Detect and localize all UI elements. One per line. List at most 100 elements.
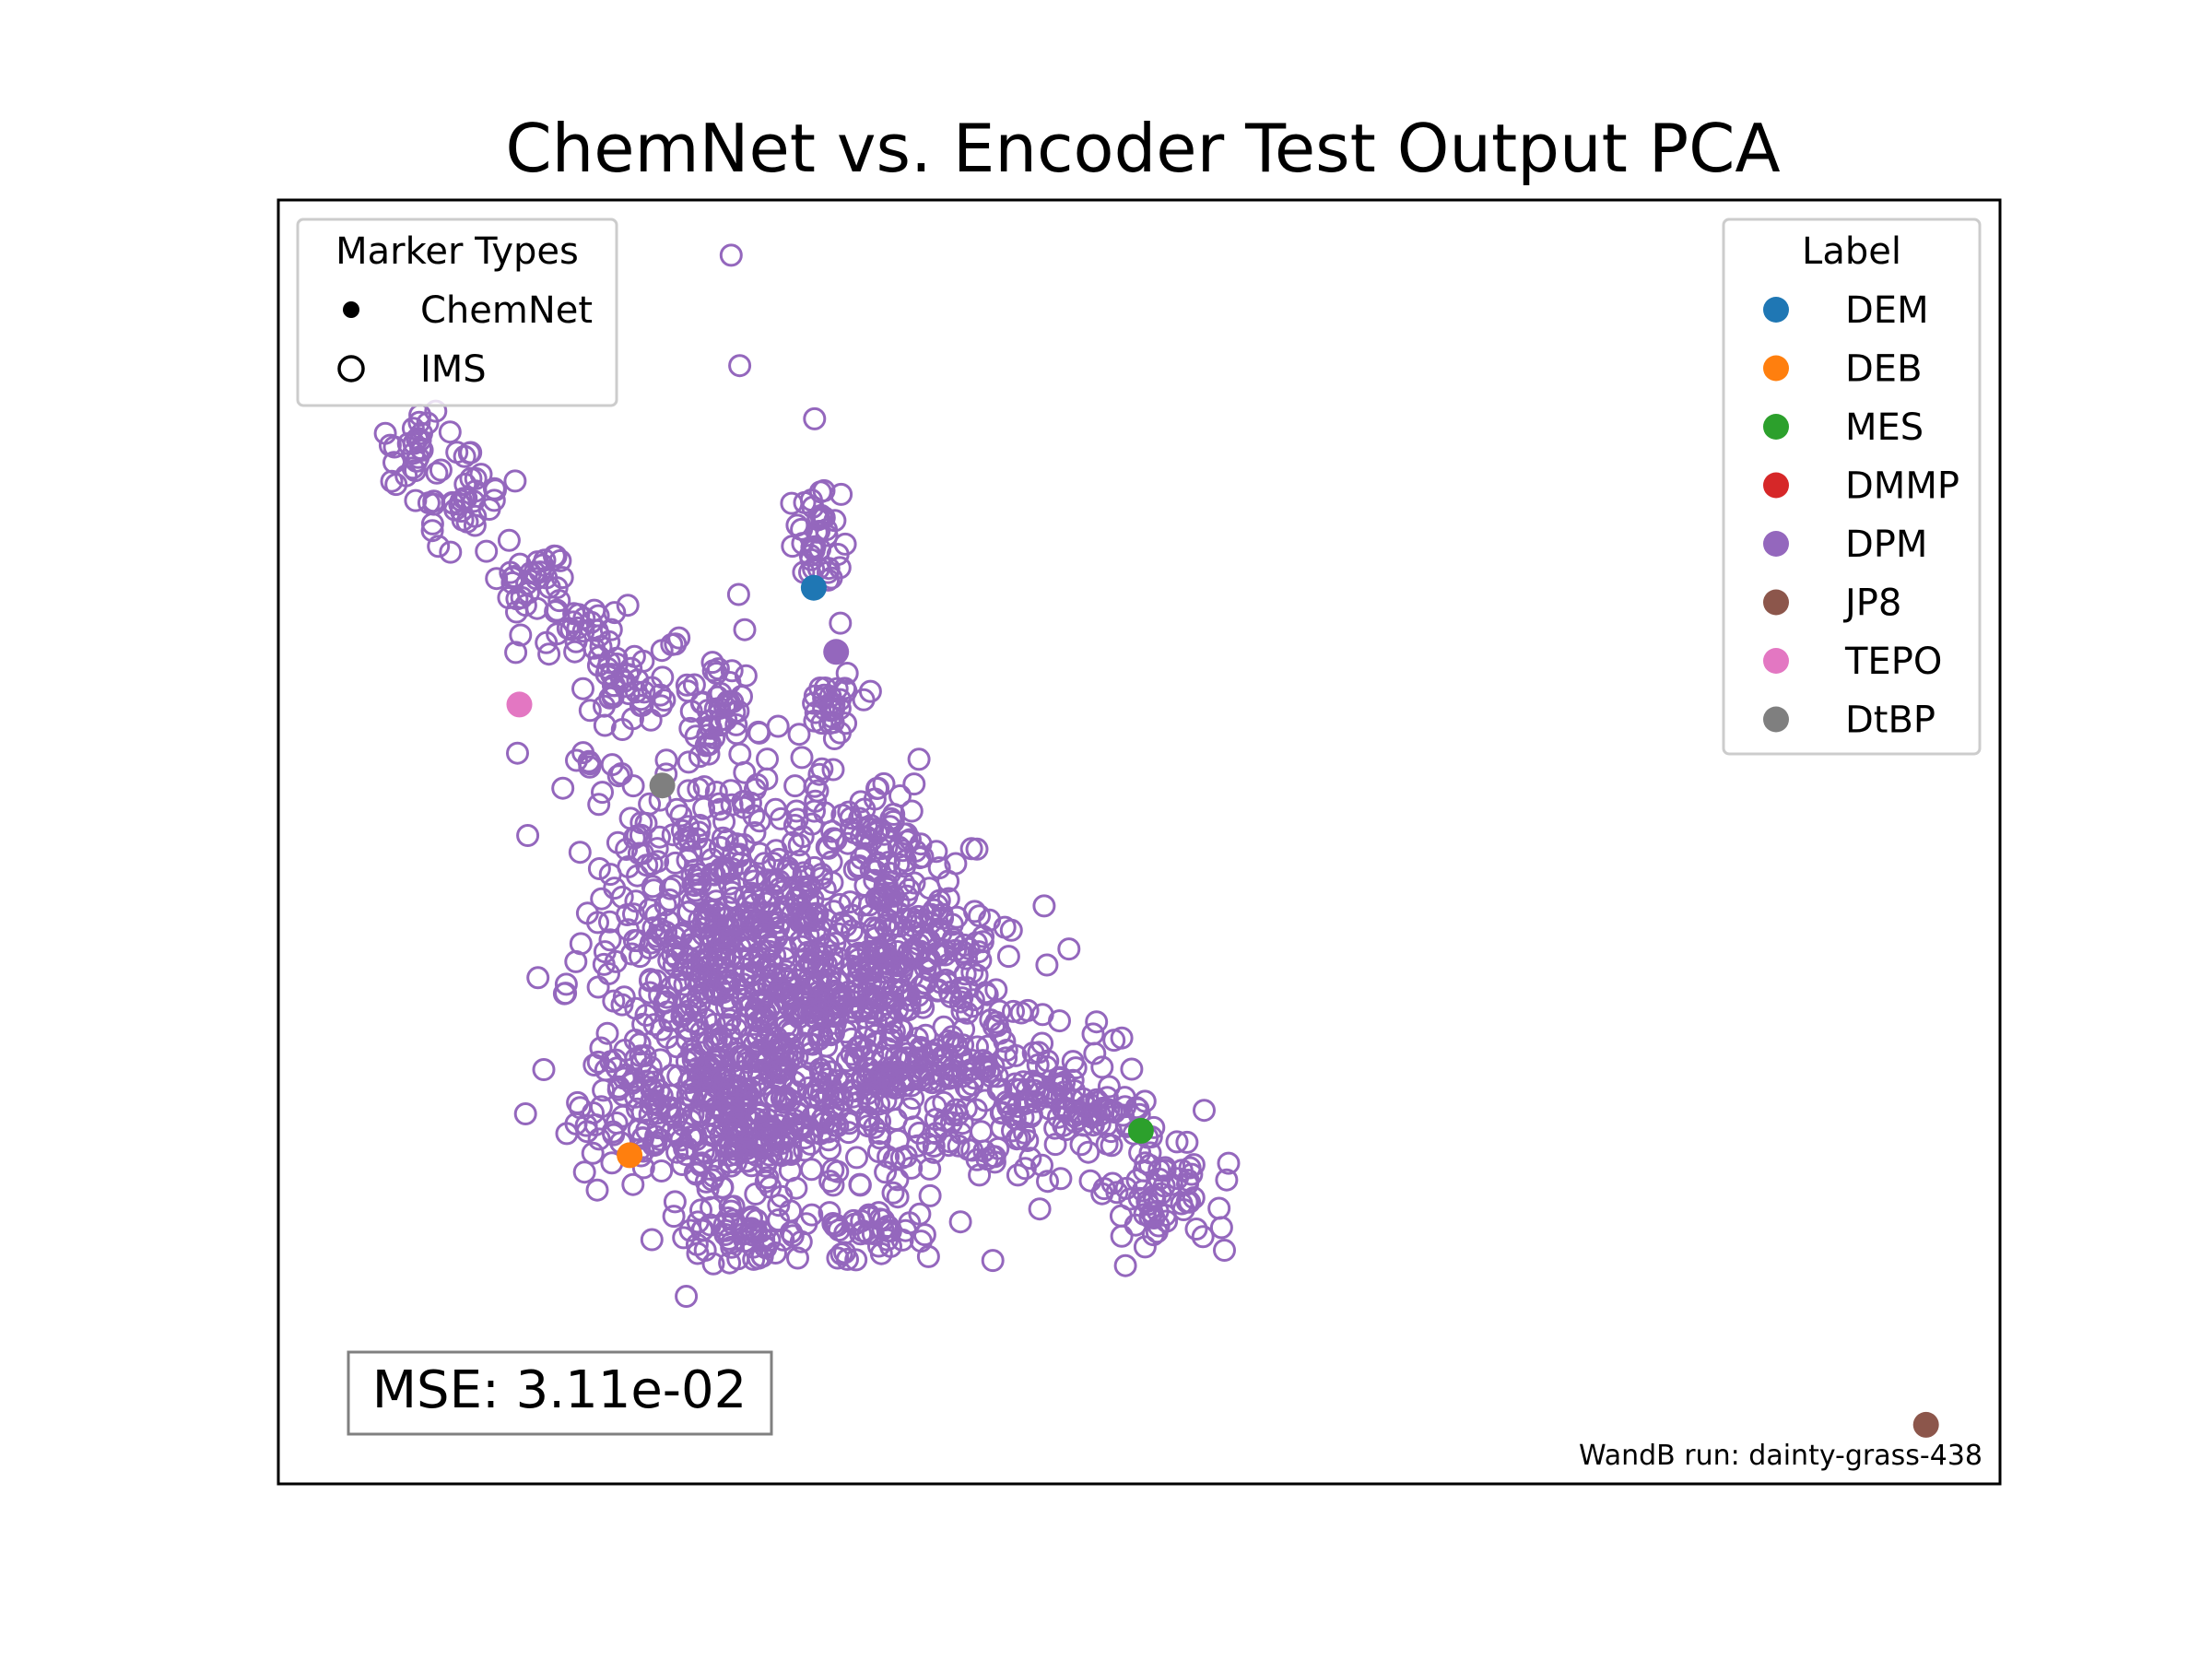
legend-swatch-tepo [1763,648,1789,674]
ims-point [785,807,809,831]
ims-point [611,1083,635,1107]
ims-point [993,1030,1017,1053]
ims-point [849,790,873,814]
ims-point [635,853,659,877]
ims-point [581,1141,605,1165]
ims-point [641,1134,665,1158]
ims-point [673,972,697,996]
ims-point [450,488,473,512]
ims-point [790,517,814,541]
mse-box [347,1350,773,1436]
label-legend-title: Label [1802,230,1901,273]
ims-point [683,1160,707,1184]
ims-point [868,1207,892,1231]
ims-point [826,1246,850,1270]
ims-point [984,978,1008,1002]
ims-point [685,1012,709,1036]
ims-point [931,906,955,930]
ims-point [445,441,469,465]
chemnet-points [506,574,1939,1438]
ims-point [563,640,587,664]
ims-point [969,948,993,972]
legend-swatch-jp8 [1763,589,1789,616]
ims-point [866,776,890,800]
ims-point [813,877,837,901]
ims-point [846,1036,870,1060]
ims-point [812,478,836,502]
ims-point [856,1015,880,1039]
ims-point [805,1006,829,1030]
ims-point [1191,1225,1215,1249]
ims-point [747,721,771,745]
ims-point [547,589,571,613]
ims-point [606,764,630,788]
ims-point [578,755,602,779]
ims-point [677,750,700,774]
ims-point [628,1032,652,1056]
ims-point [994,1039,1018,1062]
ims-point [711,1176,734,1200]
ims-point [735,1137,759,1161]
legend-swatch-dtbp [1763,706,1789,733]
ims-point [667,969,691,993]
ims-point [564,949,588,973]
ims-point [805,520,829,544]
ims-point [475,539,499,563]
ims-point [706,685,730,709]
ims-point [639,968,663,992]
ims-point [622,929,646,952]
ims-point [767,901,791,924]
ims-point [568,841,592,865]
ims-point [794,947,818,971]
ims-point [741,1223,765,1247]
ims-point [1077,1140,1100,1164]
ims-point [720,659,744,683]
ims-point [957,1078,981,1102]
ims-point [406,445,430,469]
ims-point [1213,1239,1236,1262]
ims-point [566,1090,590,1114]
ims-point [900,799,924,823]
ims-point [812,506,836,530]
ims-point [800,1158,823,1182]
ims-point [662,1205,686,1229]
ims-point [794,984,818,1008]
ims-point [731,1077,755,1100]
ims-point [669,804,693,828]
ims-point [497,528,521,552]
ims-point [708,835,732,859]
ims-point [438,420,462,444]
ims-point [612,1066,636,1090]
ims-point [1049,1167,1073,1191]
ims-point [944,1098,968,1122]
ims-point [1013,1157,1037,1181]
ims-point [821,1173,845,1197]
ims-point [909,1230,933,1253]
ims-point [1036,1170,1059,1194]
ims-point [806,902,830,926]
ims-point [677,900,700,924]
ims-point [717,1227,741,1251]
ims-point [650,639,674,663]
ims-point [792,865,816,888]
ims-point [597,651,621,675]
ims-point [516,824,540,847]
ims-point [833,677,857,700]
ims-point [1006,1163,1030,1187]
ims-point [677,779,700,803]
ims-point [818,1201,841,1225]
ims-point [743,1076,767,1100]
ims-point [404,488,428,512]
ims-point [944,1059,968,1083]
ims-point [700,651,724,675]
ims-point [830,911,853,935]
ims-point [800,812,824,836]
chemnet-point-dem [800,574,827,601]
ims-point [665,946,688,970]
legend-swatch-dmmp [1763,472,1789,499]
ims-point [786,1246,809,1270]
ims-point [1002,999,1025,1023]
ims-point [641,875,665,899]
ims-point [754,1236,778,1260]
ims-point [1081,1022,1105,1046]
